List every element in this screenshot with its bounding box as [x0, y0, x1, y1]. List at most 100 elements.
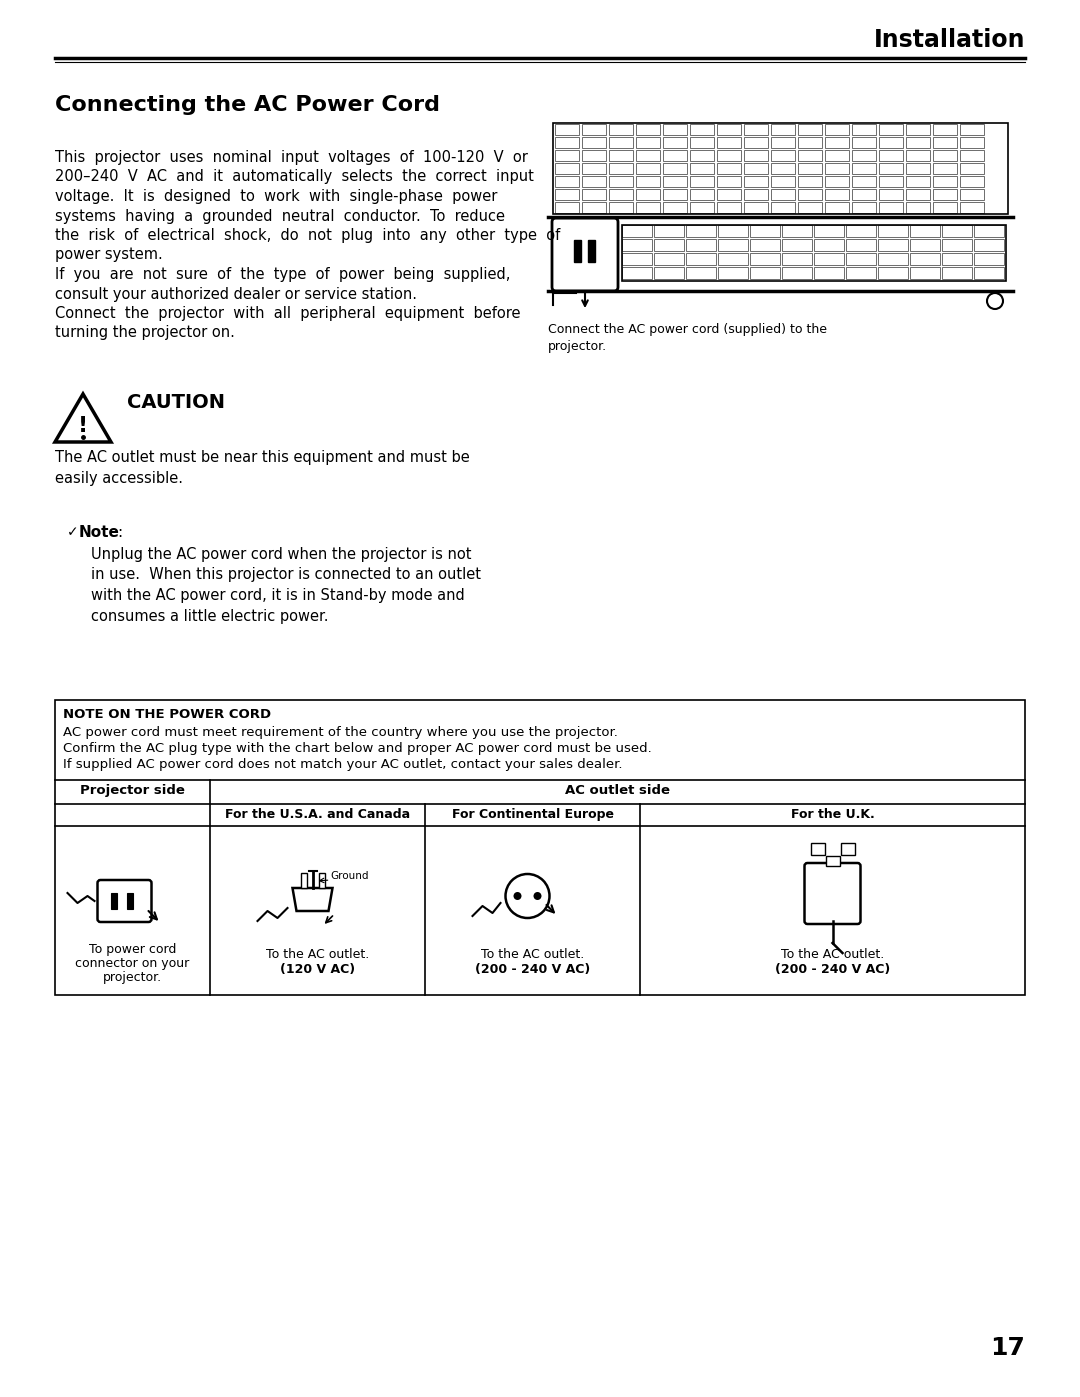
- Bar: [942, 253, 972, 265]
- Text: If  you  are  not  sure  of  the  type  of  power  being  supplied,: If you are not sure of the type of power…: [55, 267, 511, 282]
- Text: power system.: power system.: [55, 247, 163, 263]
- Bar: [636, 189, 660, 200]
- Bar: [933, 124, 957, 136]
- Bar: [663, 149, 687, 161]
- Bar: [771, 137, 795, 148]
- Bar: [690, 203, 714, 212]
- Bar: [582, 203, 606, 212]
- Bar: [609, 203, 633, 212]
- Bar: [718, 225, 748, 237]
- Text: Installation: Installation: [874, 28, 1025, 52]
- Bar: [744, 124, 768, 136]
- Bar: [771, 163, 795, 175]
- Bar: [960, 203, 984, 212]
- Bar: [879, 124, 903, 136]
- Bar: [974, 225, 1004, 237]
- Bar: [750, 239, 780, 251]
- Bar: [553, 123, 1008, 214]
- Bar: [609, 176, 633, 187]
- Bar: [622, 239, 652, 251]
- Bar: [300, 873, 307, 888]
- Bar: [846, 253, 876, 265]
- Bar: [718, 253, 748, 265]
- Bar: [654, 225, 684, 237]
- Bar: [906, 176, 930, 187]
- Bar: [852, 124, 876, 136]
- Bar: [960, 189, 984, 200]
- Text: turning the projector on.: turning the projector on.: [55, 326, 234, 341]
- Bar: [609, 137, 633, 148]
- Bar: [798, 176, 822, 187]
- FancyBboxPatch shape: [97, 880, 151, 922]
- Bar: [622, 267, 652, 279]
- Bar: [798, 163, 822, 175]
- Bar: [55, 700, 1025, 995]
- Bar: [846, 239, 876, 251]
- Bar: [110, 893, 117, 909]
- Bar: [852, 189, 876, 200]
- Bar: [582, 137, 606, 148]
- Bar: [942, 225, 972, 237]
- Bar: [960, 124, 984, 136]
- Text: connector on your: connector on your: [76, 957, 190, 970]
- Bar: [906, 189, 930, 200]
- Bar: [825, 163, 849, 175]
- Bar: [879, 176, 903, 187]
- Text: For the U.K.: For the U.K.: [791, 807, 875, 821]
- Text: AC power cord must meet requirement of the country where you use the projector.: AC power cord must meet requirement of t…: [63, 726, 618, 739]
- Bar: [654, 239, 684, 251]
- Bar: [690, 163, 714, 175]
- Bar: [750, 267, 780, 279]
- Bar: [582, 149, 606, 161]
- Bar: [933, 137, 957, 148]
- Bar: [636, 137, 660, 148]
- Bar: [686, 225, 716, 237]
- Bar: [852, 137, 876, 148]
- Bar: [878, 253, 908, 265]
- Circle shape: [534, 893, 541, 900]
- Text: CAUTION: CAUTION: [127, 393, 225, 412]
- Bar: [798, 137, 822, 148]
- Bar: [852, 149, 876, 161]
- Bar: [825, 124, 849, 136]
- Bar: [942, 267, 972, 279]
- Text: Note: Note: [79, 525, 120, 541]
- Bar: [654, 253, 684, 265]
- Bar: [825, 149, 849, 161]
- Bar: [663, 189, 687, 200]
- Text: For Continental Europe: For Continental Europe: [451, 807, 613, 821]
- Bar: [609, 149, 633, 161]
- Bar: [814, 253, 843, 265]
- Text: If supplied AC power cord does not match your AC outlet, contact your sales deal: If supplied AC power cord does not match…: [63, 759, 622, 771]
- Circle shape: [513, 893, 522, 900]
- FancyBboxPatch shape: [805, 863, 861, 923]
- Text: systems  having  a  grounded  neutral  conductor.  To  reduce: systems having a grounded neutral conduc…: [55, 208, 505, 224]
- Bar: [609, 189, 633, 200]
- Bar: [810, 842, 824, 855]
- Text: This  projector  uses  nominal  input  voltages  of  100-120  V  or: This projector uses nominal input voltag…: [55, 149, 528, 165]
- Bar: [582, 163, 606, 175]
- Text: voltage.  It  is  designed  to  work  with  single-phase  power: voltage. It is designed to work with sin…: [55, 189, 498, 204]
- Bar: [744, 203, 768, 212]
- Bar: [555, 203, 579, 212]
- Text: with the AC power cord, it is in Stand-by mode and: with the AC power cord, it is in Stand-b…: [91, 588, 464, 604]
- Bar: [555, 189, 579, 200]
- Bar: [771, 176, 795, 187]
- Bar: [636, 124, 660, 136]
- Bar: [960, 137, 984, 148]
- Text: 17: 17: [990, 1336, 1025, 1361]
- Bar: [609, 163, 633, 175]
- Polygon shape: [293, 888, 333, 911]
- Text: consumes a little electric power.: consumes a little electric power.: [91, 609, 328, 623]
- Bar: [974, 267, 1004, 279]
- Bar: [933, 149, 957, 161]
- Bar: [942, 239, 972, 251]
- Bar: [798, 124, 822, 136]
- Bar: [910, 253, 940, 265]
- Text: Projector side: Projector side: [80, 784, 185, 798]
- Bar: [622, 253, 652, 265]
- Bar: [555, 124, 579, 136]
- Bar: [582, 189, 606, 200]
- Text: Connect the AC power cord (supplied) to the: Connect the AC power cord (supplied) to …: [548, 323, 827, 337]
- Bar: [690, 189, 714, 200]
